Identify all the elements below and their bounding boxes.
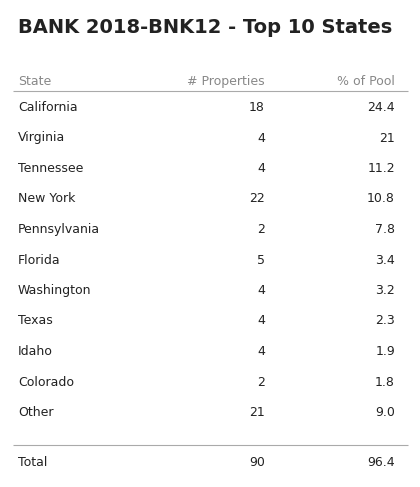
- Text: 96.4: 96.4: [368, 456, 395, 469]
- Text: 24.4: 24.4: [368, 101, 395, 114]
- Text: 3.2: 3.2: [375, 284, 395, 297]
- Text: Virginia: Virginia: [18, 131, 65, 145]
- Text: 1.8: 1.8: [375, 375, 395, 389]
- Text: 5: 5: [257, 254, 265, 266]
- Text: Washington: Washington: [18, 284, 92, 297]
- Text: 2: 2: [257, 375, 265, 389]
- Text: 4: 4: [257, 131, 265, 145]
- Text: 7.8: 7.8: [375, 223, 395, 236]
- Text: Colorado: Colorado: [18, 375, 74, 389]
- Text: # Properties: # Properties: [187, 75, 265, 88]
- Text: State: State: [18, 75, 51, 88]
- Text: New York: New York: [18, 192, 75, 206]
- Text: 18: 18: [249, 101, 265, 114]
- Text: 2.3: 2.3: [375, 315, 395, 327]
- Text: 21: 21: [249, 406, 265, 419]
- Text: Florida: Florida: [18, 254, 60, 266]
- Text: Pennsylvania: Pennsylvania: [18, 223, 100, 236]
- Text: Texas: Texas: [18, 315, 53, 327]
- Text: 4: 4: [257, 162, 265, 175]
- Text: Total: Total: [18, 456, 47, 469]
- Text: 22: 22: [249, 192, 265, 206]
- Text: Other: Other: [18, 406, 53, 419]
- Text: 3.4: 3.4: [375, 254, 395, 266]
- Text: 9.0: 9.0: [375, 406, 395, 419]
- Text: 4: 4: [257, 284, 265, 297]
- Text: California: California: [18, 101, 78, 114]
- Text: 4: 4: [257, 315, 265, 327]
- Text: Idaho: Idaho: [18, 345, 53, 358]
- Text: 21: 21: [379, 131, 395, 145]
- Text: BANK 2018-BNK12 - Top 10 States: BANK 2018-BNK12 - Top 10 States: [18, 18, 392, 37]
- Text: 90: 90: [249, 456, 265, 469]
- Text: % of Pool: % of Pool: [337, 75, 395, 88]
- Text: 10.8: 10.8: [367, 192, 395, 206]
- Text: 2: 2: [257, 223, 265, 236]
- Text: 1.9: 1.9: [375, 345, 395, 358]
- Text: 4: 4: [257, 345, 265, 358]
- Text: 11.2: 11.2: [368, 162, 395, 175]
- Text: Tennessee: Tennessee: [18, 162, 84, 175]
